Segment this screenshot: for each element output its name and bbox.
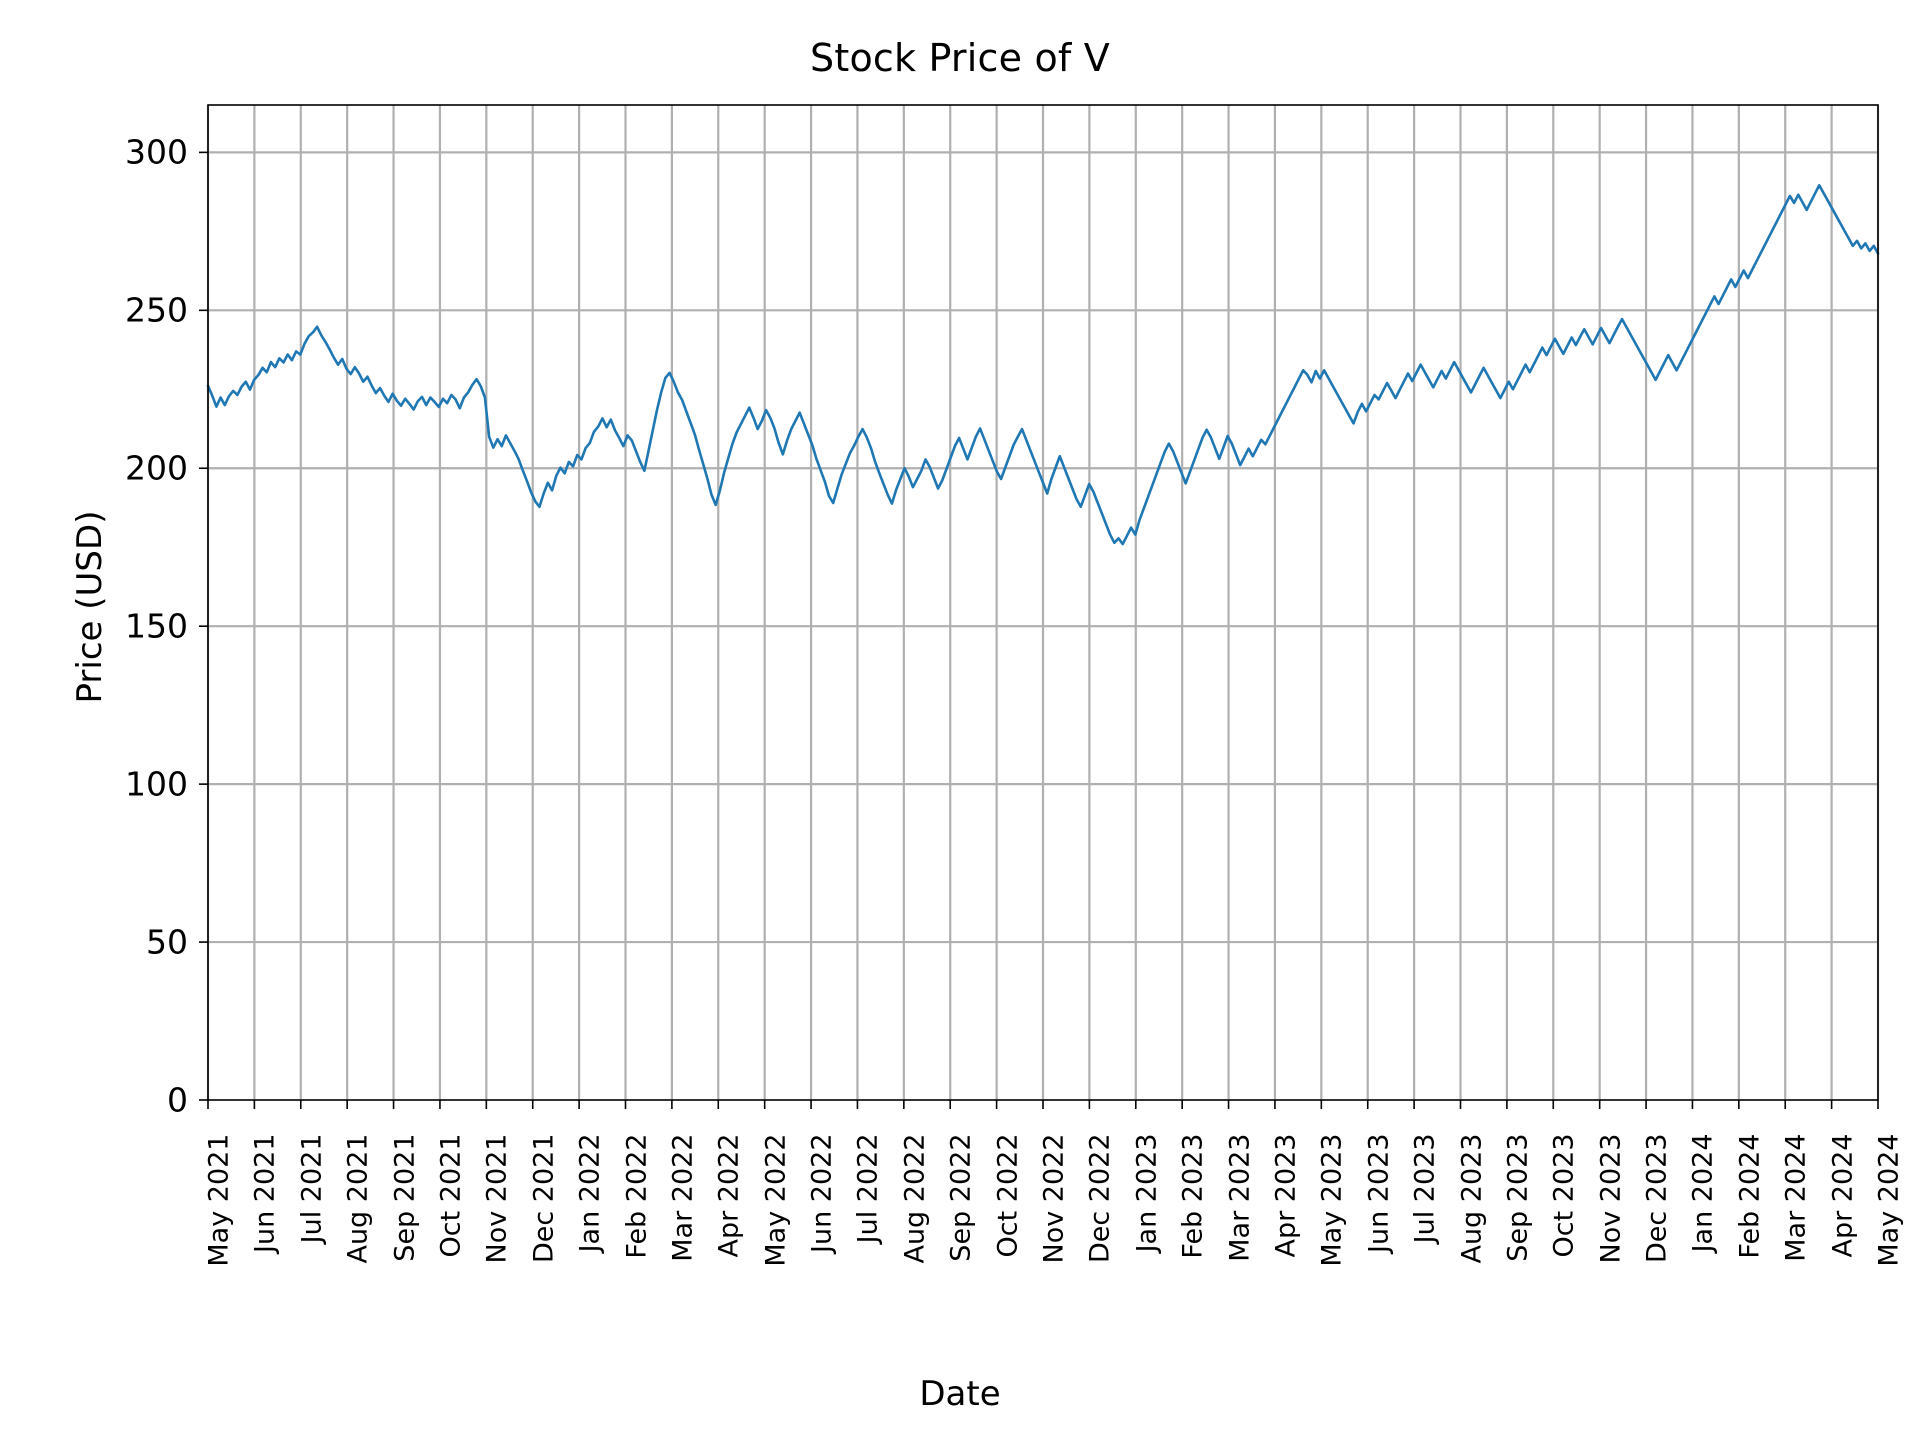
gridlines bbox=[206, 105, 1880, 1100]
x-tick-label: Jan 2022 bbox=[574, 1133, 606, 1253]
x-tick-label: May 2024 bbox=[1873, 1133, 1905, 1267]
x-tick-label: Jan 2023 bbox=[1131, 1133, 1163, 1253]
x-tick-label: Dec 2023 bbox=[1641, 1133, 1673, 1264]
x-tick-label: May 2021 bbox=[203, 1133, 235, 1267]
y-tick-label: 150 bbox=[125, 606, 188, 646]
tick-marks bbox=[199, 151, 1879, 1109]
y-tick-label: 100 bbox=[125, 764, 188, 804]
x-axis-label: Date bbox=[919, 1374, 1001, 1414]
x-tick-label: Jun 2021 bbox=[249, 1133, 281, 1253]
x-tick-label: Jun 2023 bbox=[1363, 1133, 1395, 1253]
x-tick-label: Aug 2022 bbox=[899, 1133, 931, 1264]
x-tick-label: Jul 2023 bbox=[1409, 1133, 1441, 1244]
x-tick-label: Sep 2023 bbox=[1502, 1133, 1534, 1262]
y-tick-label: 0 bbox=[167, 1080, 188, 1120]
y-tick-label: 250 bbox=[125, 290, 188, 330]
x-tick-label: Sep 2021 bbox=[389, 1133, 421, 1262]
x-tick-label: Aug 2021 bbox=[342, 1133, 374, 1264]
x-tick-label: Jul 2022 bbox=[852, 1133, 884, 1244]
y-tick-label: 50 bbox=[146, 922, 188, 962]
x-tick-label: Sep 2022 bbox=[945, 1133, 977, 1262]
x-tick-label: Jan 2024 bbox=[1687, 1133, 1719, 1253]
data-line-v bbox=[206, 183, 1880, 546]
x-tick-label: Feb 2022 bbox=[621, 1133, 652, 1259]
x-tick-label: Dec 2022 bbox=[1084, 1133, 1116, 1264]
x-tick-label: Oct 2022 bbox=[992, 1133, 1024, 1258]
x-tick-label: Jun 2022 bbox=[806, 1133, 838, 1253]
x-tick-label: Apr 2024 bbox=[1827, 1133, 1859, 1258]
x-tick-label: Feb 2024 bbox=[1734, 1133, 1766, 1259]
x-tick-label: Mar 2022 bbox=[667, 1133, 699, 1262]
x-tick-label: Nov 2023 bbox=[1595, 1133, 1627, 1264]
x-tick-label: Apr 2022 bbox=[713, 1133, 745, 1258]
y-tick-label: 300 bbox=[125, 132, 188, 172]
chart-title: Stock Price of V bbox=[810, 36, 1110, 80]
x-tick-label: Feb 2023 bbox=[1177, 1133, 1209, 1259]
x-tick-label: May 2022 bbox=[760, 1133, 792, 1267]
x-tick-label: Oct 2021 bbox=[435, 1133, 467, 1258]
x-tick-label: Apr 2023 bbox=[1270, 1133, 1302, 1258]
axes-frame bbox=[207, 104, 1879, 1101]
x-tick-label: Jul 2021 bbox=[296, 1133, 328, 1244]
x-tick-label: Aug 2023 bbox=[1456, 1133, 1487, 1264]
x-tick-label: May 2023 bbox=[1316, 1133, 1348, 1267]
x-tick-label: Mar 2023 bbox=[1224, 1133, 1256, 1262]
y-tick-label: 200 bbox=[125, 448, 188, 488]
x-tick-label: Nov 2022 bbox=[1038, 1133, 1070, 1264]
data-line-layer bbox=[206, 183, 1880, 546]
x-tick-label: Mar 2024 bbox=[1780, 1133, 1812, 1262]
x-tick-label: Dec 2021 bbox=[528, 1133, 560, 1264]
x-tick-label: Nov 2021 bbox=[481, 1133, 513, 1264]
x-tick-label: Oct 2023 bbox=[1548, 1133, 1580, 1258]
